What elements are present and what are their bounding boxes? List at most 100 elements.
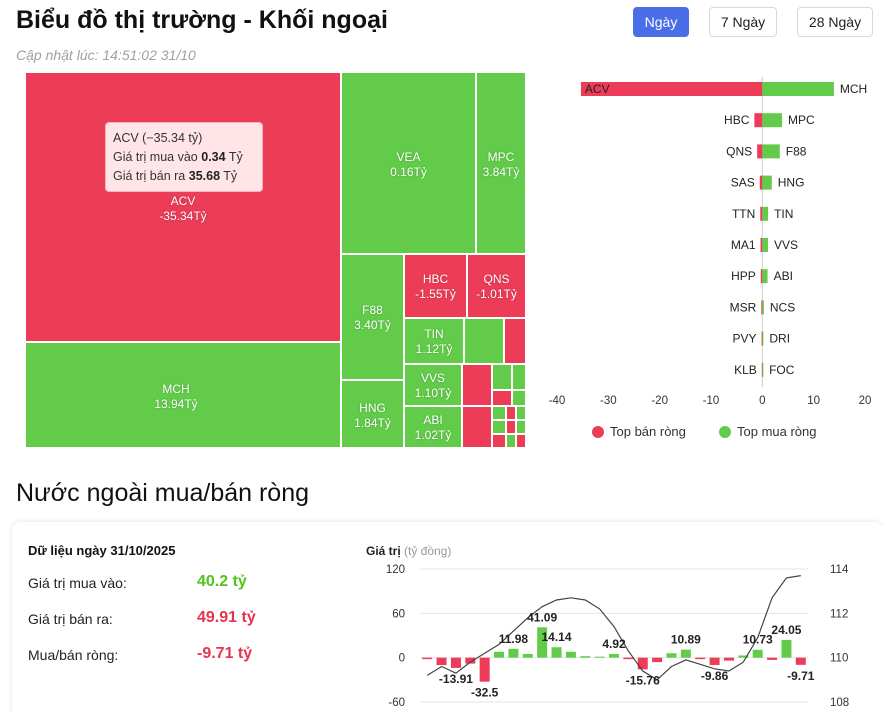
buy-bar[interactable]: [762, 362, 764, 377]
sell-bar[interactable]: [759, 175, 763, 190]
net-bar[interactable]: [666, 653, 677, 658]
buy-ticker-label: HNG: [778, 176, 805, 190]
legend-sell[interactable]: Top bán ròng: [592, 424, 686, 439]
treemap-tile-vvs[interactable]: VVS 1.10Tỷ: [404, 364, 462, 406]
tab-day[interactable]: Ngày: [633, 7, 689, 37]
buy-ticker-label: F88: [786, 144, 807, 158]
tooltip-sell-row: Giá trị bán ra 35.68 Tỷ: [113, 169, 238, 183]
net-bar[interactable]: [508, 648, 519, 658]
buy-bar[interactable]: [762, 300, 764, 315]
net-bar[interactable]: [494, 651, 505, 658]
net-bar[interactable]: [436, 657, 447, 666]
legend-buy[interactable]: Top mua ròng: [719, 424, 817, 439]
treemap-tile-small[interactable]: [462, 406, 492, 448]
buy-bar[interactable]: [762, 206, 769, 221]
treemap-tile-abi[interactable]: ABI 1.02Tỷ: [404, 406, 462, 448]
net-bar[interactable]: [680, 649, 691, 658]
buy-bar[interactable]: [762, 331, 764, 346]
net-bar[interactable]: [594, 656, 605, 658]
treemap-tile-small[interactable]: [516, 420, 526, 434]
y2-tick-label: 108: [830, 697, 849, 709]
net-bar[interactable]: [551, 647, 562, 658]
net-bar[interactable]: [522, 653, 533, 658]
net-bar[interactable]: [479, 657, 490, 682]
treemap-tile-hng[interactable]: HNG 1.84Tỷ: [341, 380, 404, 448]
buy-bar[interactable]: [762, 269, 768, 284]
buy-value-label: Giá trị mua vào:: [28, 575, 127, 591]
tab-28-days[interactable]: 28 Ngày: [797, 7, 873, 37]
net-bar[interactable]: [652, 657, 663, 663]
buy-ticker-label: FOC: [769, 363, 795, 377]
treemap-tile-small[interactable]: [512, 390, 526, 406]
buy-bar[interactable]: [762, 113, 783, 128]
net-bar[interactable]: [709, 657, 720, 665]
sell-bar[interactable]: [754, 113, 763, 128]
sell-bar[interactable]: [760, 269, 763, 284]
sell-bar[interactable]: [760, 238, 763, 252]
buy-bar[interactable]: [762, 82, 834, 96]
net-bar[interactable]: [623, 657, 634, 660]
buy-bar[interactable]: [762, 175, 772, 190]
net-bar[interactable]: [723, 657, 734, 661]
y-tick-label: -60: [388, 697, 405, 709]
buy-ticker-label: ABI: [774, 269, 793, 283]
treemap-tile-small[interactable]: [504, 318, 526, 364]
net-bar[interactable]: [637, 657, 648, 670]
sell-bar[interactable]: [761, 300, 763, 315]
tab-7-days[interactable]: 7 Ngày: [709, 7, 777, 37]
treemap-tile-small[interactable]: [492, 406, 506, 420]
foreign-treemap: ACV -35.34Tỷ MCH 13.94Tỷ VEA 0.16Tỷ MPC …: [25, 72, 526, 448]
buy-ticker-label: TIN: [774, 207, 793, 221]
treemap-tile-small[interactable]: [492, 364, 512, 390]
net-bar[interactable]: [795, 657, 806, 665]
treemap-tile-small[interactable]: [506, 434, 516, 448]
treemap-tile-tin[interactable]: TIN 1.12Tỷ: [404, 318, 464, 364]
treemap-tile-small[interactable]: [492, 420, 506, 434]
net-bar[interactable]: [537, 627, 548, 658]
y-tick-label: 120: [386, 564, 405, 576]
net-bar[interactable]: [580, 656, 591, 658]
updated-timestamp: Cập nhật lúc: 14:51:02 31/10: [16, 47, 196, 63]
treemap-tile-small[interactable]: [516, 406, 526, 420]
net-bar[interactable]: [422, 657, 433, 660]
net-bar[interactable]: [767, 657, 778, 660]
treemap-tile-qns[interactable]: QNS -1.01Tỷ: [467, 254, 526, 318]
treemap-tile-label: F88 3.40Tỷ: [354, 303, 391, 332]
treemap-tile-label: MCH 13.94Tỷ: [154, 382, 198, 411]
treemap-tile-mpc[interactable]: MPC 3.84Tỷ: [476, 72, 526, 254]
treemap-tile-small[interactable]: [464, 318, 504, 364]
net-bar[interactable]: [738, 655, 749, 658]
treemap-tile-acv[interactable]: ACV -35.34Tỷ: [25, 72, 341, 342]
treemap-tile-f88[interactable]: F88 3.40Tỷ: [341, 254, 404, 380]
net-bar[interactable]: [609, 654, 619, 658]
treemap-tile-mch[interactable]: MCH 13.94Tỷ: [25, 342, 341, 448]
treemap-tile-small[interactable]: [462, 364, 492, 406]
net-bar-label: -9.71: [787, 669, 815, 683]
treemap-tile-small[interactable]: [506, 406, 516, 420]
sell-bar[interactable]: [761, 331, 763, 346]
treemap-tile-small[interactable]: [512, 364, 526, 390]
sell-bar[interactable]: [757, 144, 763, 159]
sell-bar[interactable]: [580, 82, 763, 96]
buy-bar[interactable]: [762, 144, 780, 159]
net-bar[interactable]: [450, 657, 461, 668]
tooltip-title: ACV (−35.34 tỷ): [113, 131, 203, 145]
legend-buy-dot: [719, 426, 731, 438]
treemap-tile-small[interactable]: [516, 434, 526, 448]
net-bar[interactable]: [781, 639, 792, 658]
buy-ticker-label: VVS: [774, 238, 798, 252]
buy-bar[interactable]: [762, 238, 768, 252]
net-bar[interactable]: [565, 651, 576, 658]
sell-bar[interactable]: [761, 362, 763, 377]
sell-bar[interactable]: [760, 206, 763, 221]
treemap-tile-small[interactable]: [492, 434, 506, 448]
treemap-tile-hbc[interactable]: HBC -1.55Tỷ: [404, 254, 467, 318]
net-bar[interactable]: [752, 649, 763, 658]
net-bar[interactable]: [465, 657, 476, 664]
treemap-tile-vea[interactable]: VEA 0.16Tỷ: [341, 72, 476, 254]
treemap-tile-small[interactable]: [492, 390, 512, 406]
treemap-tile-label: MPC 3.84Tỷ: [482, 150, 520, 179]
y-axis-title: Giá trị: [366, 544, 401, 558]
net-bar[interactable]: [695, 657, 706, 660]
treemap-tile-small[interactable]: [506, 420, 516, 434]
